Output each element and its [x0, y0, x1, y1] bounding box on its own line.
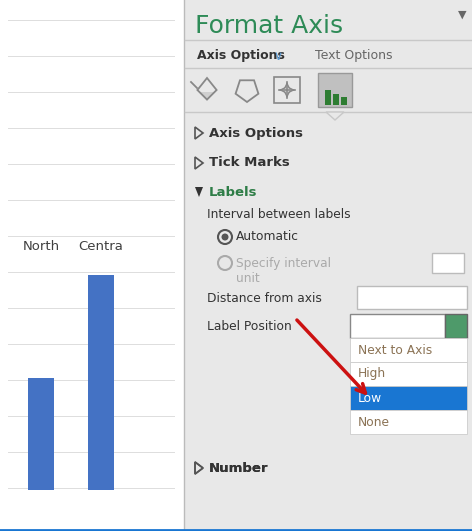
Text: Axis Options: Axis Options	[197, 49, 285, 63]
Polygon shape	[199, 92, 215, 100]
FancyBboxPatch shape	[0, 0, 178, 531]
Text: Text Options: Text Options	[315, 49, 393, 63]
Text: ∨: ∨	[273, 49, 282, 63]
Text: None: None	[358, 415, 390, 429]
Text: Format Axis: Format Axis	[195, 14, 343, 38]
Text: 100: 100	[400, 292, 424, 304]
Text: Label Position: Label Position	[207, 320, 292, 332]
FancyBboxPatch shape	[350, 386, 467, 410]
Text: Specify interval: Specify interval	[236, 256, 331, 270]
FancyBboxPatch shape	[350, 362, 467, 386]
Bar	[28, 378, 54, 490]
Text: Axis Options: Axis Options	[209, 126, 303, 140]
Text: Number: Number	[209, 461, 269, 475]
Text: Centra: Centra	[78, 240, 124, 253]
Text: ▼: ▼	[458, 10, 466, 20]
Bar	[341, 97, 347, 105]
Text: Tick Marks: Tick Marks	[209, 157, 290, 169]
FancyBboxPatch shape	[185, 0, 472, 531]
Bar	[333, 94, 339, 105]
Bar	[325, 90, 331, 105]
Text: High: High	[358, 367, 386, 381]
FancyBboxPatch shape	[350, 338, 467, 362]
Bar	[88, 275, 114, 490]
Polygon shape	[326, 112, 344, 120]
Polygon shape	[195, 187, 203, 197]
Text: 1: 1	[444, 256, 452, 270]
Circle shape	[221, 234, 228, 241]
Text: ▼: ▼	[452, 321, 460, 331]
Text: Next to Axis: Next to Axis	[358, 344, 432, 356]
Text: unit: unit	[236, 272, 260, 286]
FancyBboxPatch shape	[178, 0, 184, 531]
Text: Number: Number	[209, 461, 269, 475]
Text: Labels: Labels	[209, 186, 258, 200]
FancyBboxPatch shape	[318, 73, 352, 107]
Text: Low: Low	[358, 391, 382, 405]
FancyBboxPatch shape	[350, 314, 445, 338]
Text: Automatic: Automatic	[236, 230, 299, 244]
FancyBboxPatch shape	[445, 314, 467, 338]
FancyBboxPatch shape	[357, 286, 467, 309]
Text: North: North	[23, 240, 59, 253]
Text: Interval between labels: Interval between labels	[207, 208, 351, 220]
FancyBboxPatch shape	[350, 410, 467, 434]
Text: Distance from axis: Distance from axis	[207, 292, 322, 304]
FancyBboxPatch shape	[432, 253, 464, 273]
Text: High: High	[356, 320, 384, 332]
